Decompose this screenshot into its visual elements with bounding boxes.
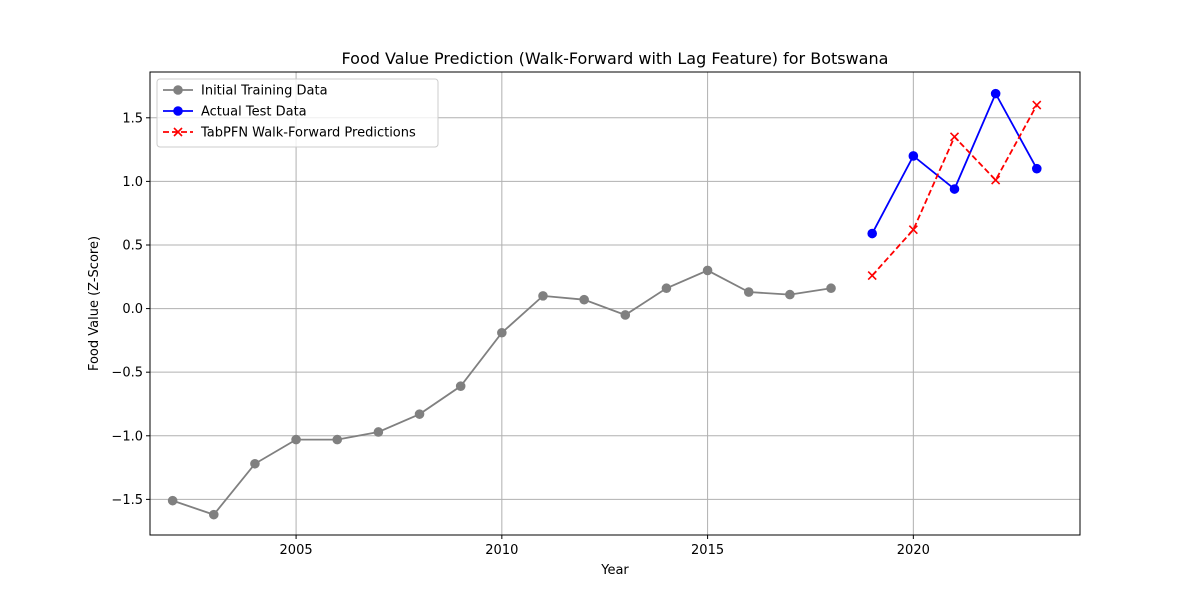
- data-point-initial-training-data: [579, 294, 589, 305]
- data-point-initial-training-data: [167, 495, 178, 506]
- data-point-initial-training-data: [743, 287, 754, 297]
- data-point-initial-training-data: [785, 289, 795, 300]
- legend-swatch-marker: [173, 106, 183, 116]
- x-tick-label: 2015: [691, 543, 724, 558]
- chart-title: Food Value Prediction (Walk-Forward with…: [342, 49, 889, 68]
- data-point-tabpfn-walk-forward-predictions: [991, 175, 1001, 185]
- legend: Initial Training Data Actual Test Data Tab…: [156, 78, 439, 148]
- y-tick-label: −0.5: [111, 366, 143, 381]
- plot-frame: [149, 71, 1081, 536]
- series-tabpfn-walk-forward-predictions: [867, 100, 1042, 281]
- legend-swatch-marker: [173, 127, 183, 137]
- legend-label: TabPFN Walk-Forward Predictions: [200, 126, 416, 141]
- data-point-initial-training-data: [826, 283, 836, 294]
- data-point-initial-training-data: [291, 434, 301, 445]
- x-tick-label: 2005: [280, 543, 313, 558]
- y-tick-label: 0.5: [122, 238, 143, 253]
- data-point-actual-test-data: [1031, 163, 1042, 174]
- y-tick-label: 1.0: [122, 175, 143, 190]
- legend-label: Initial Training Data: [201, 84, 328, 99]
- x-tick-label: 2020: [897, 543, 930, 558]
- data-point-tabpfn-walk-forward-predictions: [949, 132, 960, 142]
- legend-label: Actual Test Data: [201, 105, 307, 120]
- y-tick-label: −1.0: [111, 429, 143, 444]
- legend-swatch-marker: [173, 85, 183, 95]
- data-point-initial-training-data: [455, 381, 466, 391]
- data-point-initial-training-data: [538, 291, 548, 301]
- series-layer: [167, 88, 1042, 520]
- y-axis: −1.5 −1.0 −0.5 0.0 0.5 1.0 1.5: [111, 111, 150, 508]
- y-tick-label: 1.5: [122, 111, 143, 126]
- data-point-initial-training-data: [250, 458, 260, 469]
- data-point-initial-training-data: [497, 327, 507, 338]
- x-tick-label: 2010: [485, 543, 518, 558]
- data-point-actual-test-data: [949, 184, 960, 194]
- legend-entry-actual-test-data: Actual Test Data: [163, 105, 307, 120]
- data-point-actual-test-data: [990, 88, 1001, 99]
- series-initial-training-data: [167, 265, 836, 520]
- data-point-initial-training-data: [620, 310, 631, 320]
- data-point-initial-training-data: [332, 434, 343, 445]
- legend-box: [156, 78, 439, 148]
- data-point-tabpfn-walk-forward-predictions: [1032, 100, 1042, 110]
- data-point-initial-training-data: [373, 427, 384, 437]
- series-line-actual-test-data: [871, 91, 1038, 234]
- y-axis-title: Food Value (Z-Score): [87, 236, 102, 371]
- y-tick-label: 0.0: [122, 302, 143, 317]
- data-point-initial-training-data: [702, 265, 713, 276]
- series-actual-test-data: [867, 88, 1042, 239]
- x-axis-title: Year: [600, 563, 629, 578]
- data-point-tabpfn-walk-forward-predictions: [867, 270, 877, 281]
- y-tick-label: −1.5: [111, 493, 143, 508]
- data-point-actual-test-data: [867, 228, 877, 239]
- legend-entry-initial-training-data: Initial Training Data: [163, 84, 328, 99]
- legend-entry-tabpfn-walk-forward-predictions: TabPFN Walk-Forward Predictions: [163, 126, 416, 141]
- data-point-initial-training-data: [414, 409, 425, 419]
- data-point-tabpfn-walk-forward-predictions: [908, 225, 918, 235]
- data-point-actual-test-data: [908, 151, 919, 161]
- x-axis: 2005 2010 2015 2020: [280, 535, 930, 558]
- data-point-initial-training-data: [661, 283, 672, 294]
- data-point-initial-training-data: [208, 509, 219, 520]
